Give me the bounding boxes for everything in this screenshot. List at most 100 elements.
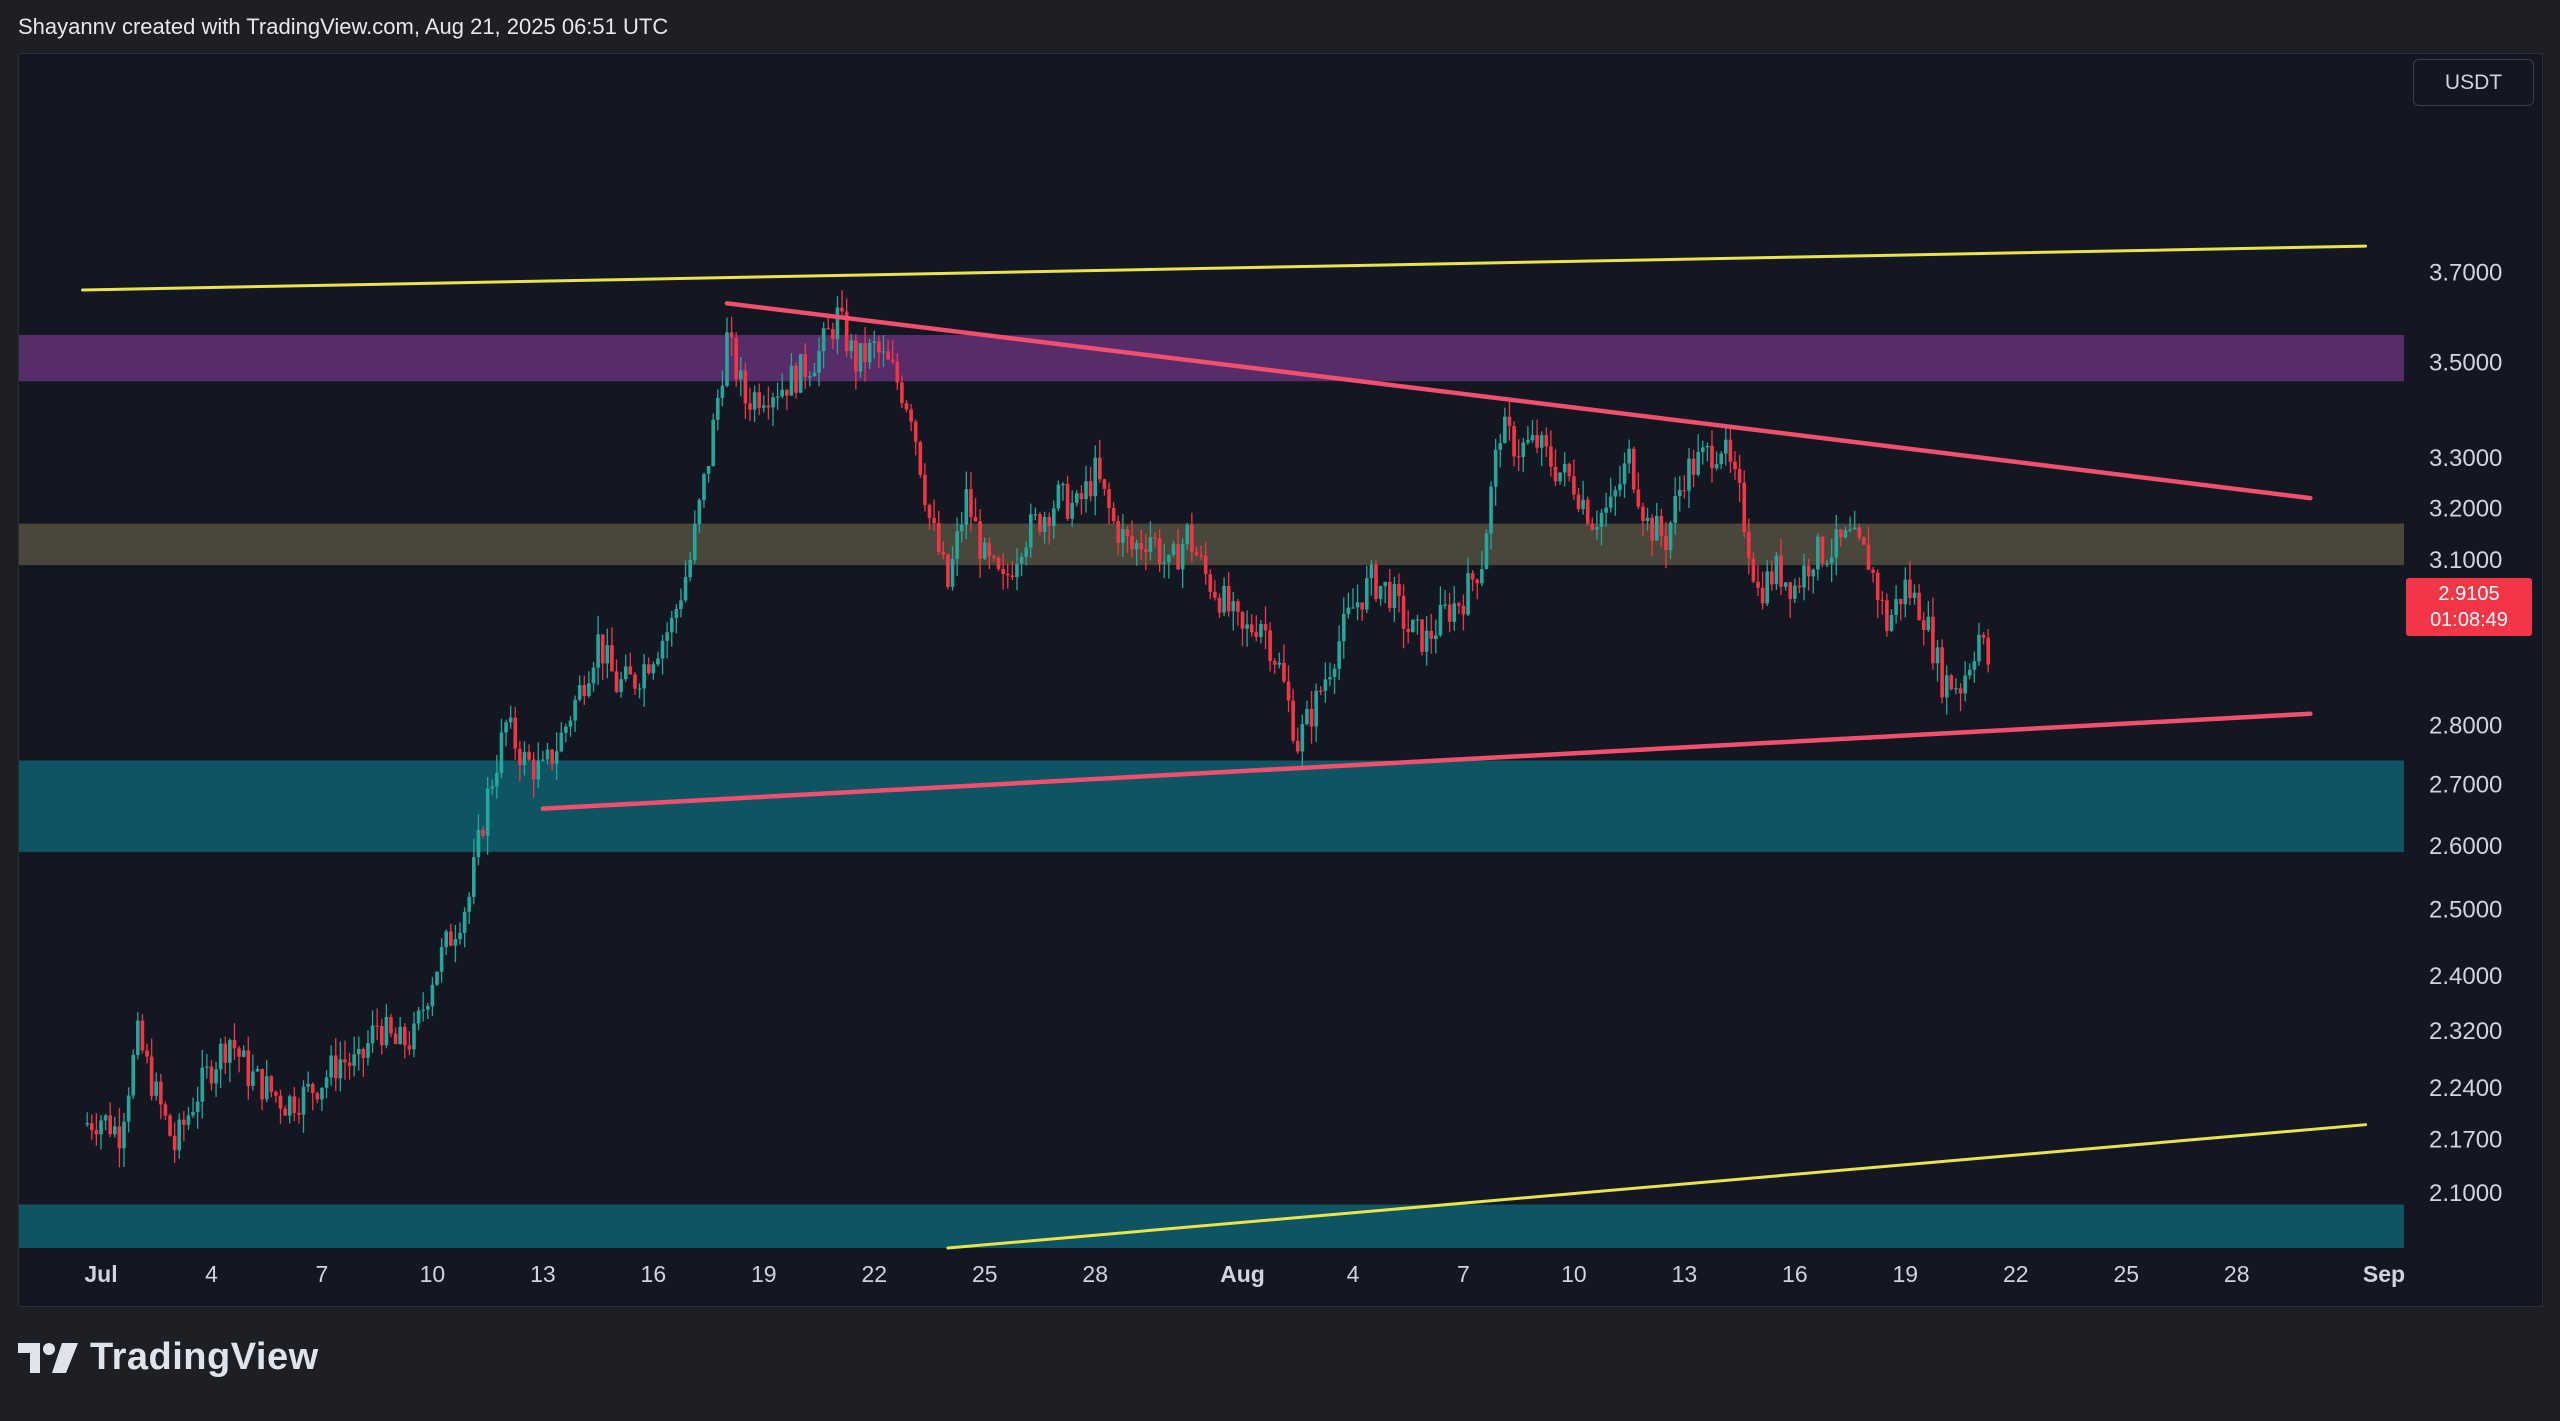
candle-down xyxy=(1088,481,1093,497)
candle-down xyxy=(274,1091,278,1096)
candle-up xyxy=(472,857,476,897)
price-tick-label: 2.2400 xyxy=(2429,1075,2502,1102)
candle-down xyxy=(1742,482,1747,533)
candle-up xyxy=(320,1087,324,1100)
candle-up xyxy=(619,679,623,692)
candle-down xyxy=(1102,479,1107,490)
candle-up xyxy=(1829,557,1834,564)
time-tick-label: 13 xyxy=(1672,1261,1698,1287)
candle-down xyxy=(1470,573,1475,580)
candle-down xyxy=(1958,688,1963,694)
zone-resistance xyxy=(19,334,2404,382)
tradingview-logo[interactable]: TradingView xyxy=(18,1336,319,1379)
candle-down xyxy=(393,1033,398,1045)
price-tick-label: 2.6000 xyxy=(2429,833,2502,860)
candle-down xyxy=(1728,439,1733,462)
candle-up xyxy=(1051,508,1056,527)
candle-up xyxy=(1562,463,1567,473)
candle-up xyxy=(1802,565,1806,588)
price-tick-label: 2.1000 xyxy=(2429,1180,2502,1207)
candle-down xyxy=(1217,597,1222,613)
candle-up xyxy=(656,658,660,665)
candle-up xyxy=(692,523,697,560)
candle-down xyxy=(1659,515,1664,536)
candle-up xyxy=(435,971,439,985)
candle-up xyxy=(651,664,656,674)
candle-down xyxy=(1885,600,1889,631)
candle-up xyxy=(136,1020,140,1055)
candle-down xyxy=(1240,611,1245,629)
candle-up xyxy=(1392,583,1397,608)
candle-up xyxy=(1705,445,1710,448)
candle-up xyxy=(1852,527,1857,530)
currency-selector[interactable]: USDT xyxy=(2413,59,2534,106)
candle-down xyxy=(1691,458,1696,475)
candle-up xyxy=(251,1071,255,1086)
candle-up xyxy=(324,1077,329,1088)
candle-down xyxy=(1760,587,1765,604)
candle-down xyxy=(1116,521,1121,543)
candle-up xyxy=(504,722,508,733)
candle-up xyxy=(1489,486,1493,534)
candle-up xyxy=(122,1121,126,1149)
candle-up xyxy=(1793,585,1797,599)
candle-up xyxy=(1645,517,1650,522)
candle-up xyxy=(1848,529,1852,531)
candle-down xyxy=(1641,506,1645,522)
candle-down xyxy=(1065,483,1070,519)
candle-down xyxy=(633,674,637,689)
candle-up xyxy=(186,1115,191,1125)
candle-down xyxy=(518,748,522,766)
candle-up xyxy=(1134,543,1139,550)
candle-up xyxy=(306,1083,310,1087)
candle-down xyxy=(527,751,531,760)
candle-down xyxy=(729,332,734,338)
candle-down xyxy=(1249,624,1254,633)
candle-down xyxy=(1457,603,1461,606)
candle-down xyxy=(1576,494,1581,510)
candle-up xyxy=(762,405,766,408)
candle-down xyxy=(1397,583,1401,596)
candle-down xyxy=(407,1045,412,1050)
candle-down xyxy=(1921,620,1926,631)
candle-up xyxy=(154,1081,159,1096)
candle-down xyxy=(992,556,996,559)
candle-up xyxy=(1300,724,1305,752)
current-price-value: 2.9105 xyxy=(2438,583,2500,605)
candle-up xyxy=(1480,569,1484,584)
candle-up xyxy=(1935,647,1940,664)
candle-up xyxy=(1074,493,1079,503)
price-axis: 3.70003.50003.30003.20003.10003.00002.80… xyxy=(2429,259,2502,1207)
candle-up xyxy=(573,699,577,721)
candle-down xyxy=(1268,630,1272,661)
candle-up xyxy=(329,1055,333,1078)
candle-down xyxy=(449,931,453,946)
candle-up xyxy=(881,351,886,353)
candle-up xyxy=(421,1009,425,1011)
candle-up xyxy=(1783,582,1788,587)
candle-down xyxy=(863,343,867,363)
trendline-upper-channel xyxy=(81,244,2368,292)
candle-down xyxy=(1806,565,1811,577)
candle-down xyxy=(969,489,973,518)
candle-up xyxy=(1259,623,1263,637)
candle-up xyxy=(1843,530,1848,538)
candle-up xyxy=(541,759,545,761)
price-chart[interactable]: 3.70003.50003.30003.20003.10003.00002.80… xyxy=(19,54,2542,1306)
candle-up xyxy=(453,939,458,946)
candle-down xyxy=(1788,582,1793,599)
candle-up xyxy=(1604,507,1608,513)
candle-up xyxy=(99,1120,103,1135)
tradingview-logo-icon xyxy=(18,1342,78,1373)
time-tick-label: Sep xyxy=(2363,1261,2405,1287)
candle-up xyxy=(1944,675,1949,698)
chart-area[interactable]: 3.70003.50003.30003.20003.10003.00002.80… xyxy=(18,53,2543,1307)
time-tick-label: Jul xyxy=(84,1261,117,1287)
candle-down xyxy=(283,1108,287,1116)
candle-up xyxy=(1493,449,1498,487)
candle-down xyxy=(909,409,913,422)
candle-up xyxy=(508,717,513,723)
time-tick-label: 10 xyxy=(1561,1261,1587,1287)
candle-down xyxy=(1931,616,1935,664)
candle-up xyxy=(812,372,817,377)
